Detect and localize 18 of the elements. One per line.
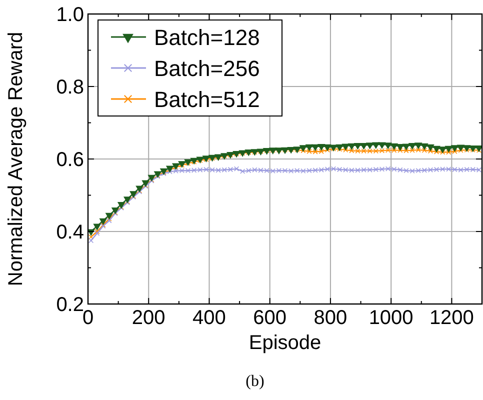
y-tick-label: 0.8: [56, 76, 84, 98]
text: (b): [246, 373, 264, 390]
x-tick-label: 800: [314, 307, 348, 329]
x-tick-label: 200: [132, 307, 166, 329]
legend-label: Batch=128: [154, 25, 260, 50]
x-tick-label: 0: [82, 307, 94, 329]
y-tick-label: 0.4: [56, 222, 84, 244]
x-axis-title: Episode: [248, 332, 322, 354]
y-tick-label: 0.6: [56, 149, 84, 171]
legend-label: Batch=256: [154, 56, 260, 81]
y-tick-label: 1.0: [56, 4, 84, 26]
x-tick-label: 1200: [429, 307, 474, 329]
x-tick-label: 400: [192, 307, 226, 329]
x-tick-label: 1000: [368, 307, 414, 329]
y-tick-label: 0.2: [56, 294, 84, 316]
x-tick-label: 600: [253, 307, 287, 329]
y-axis-title: Normalized Average Reward: [5, 32, 27, 286]
legend-label: Batch=512: [154, 87, 260, 112]
